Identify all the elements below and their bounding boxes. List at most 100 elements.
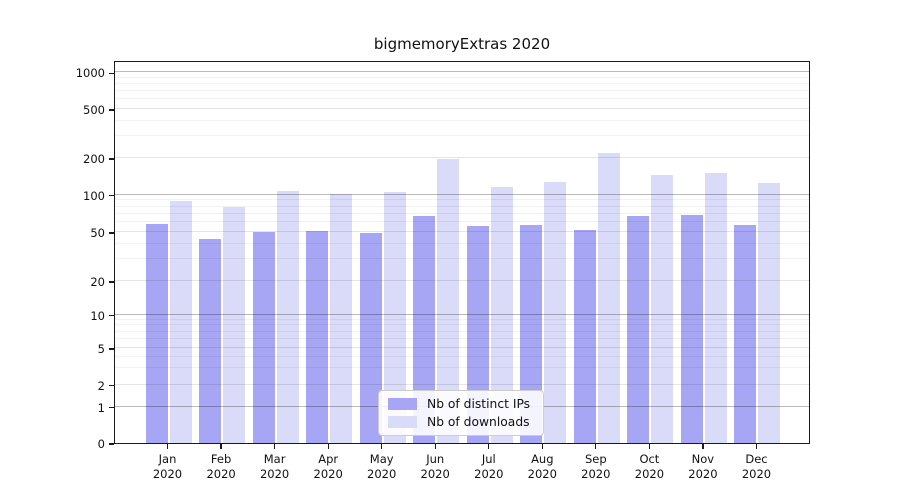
x-tick-mark-sep: [595, 444, 597, 449]
downloads-bar-jul: [490, 186, 513, 443]
gridline-600: [115, 98, 809, 100]
y-tick-mark-500: [109, 109, 114, 111]
gridline-100: [115, 193, 809, 195]
gridline-200: [115, 157, 809, 158]
gridline-400: [115, 119, 809, 121]
gridline-40: [115, 242, 809, 244]
ips-bar-oct: [627, 216, 650, 443]
y-tick-mark-200: [109, 158, 114, 160]
downloads-bar-mar: [276, 190, 299, 443]
ips-bar-jul: [466, 225, 489, 443]
y-tick-label-50: 50: [90, 226, 105, 240]
y-tick-label-5: 5: [97, 342, 105, 356]
plot-area: [114, 61, 810, 444]
gridlines-layer: [115, 62, 809, 443]
ips-bar-mar: [252, 232, 275, 443]
ips-bar-dec: [734, 224, 757, 443]
gridline-8: [115, 324, 809, 326]
x-tick-mark-jul: [488, 444, 490, 449]
y-tick-label-10: 10: [90, 308, 105, 323]
y-tick-mark-20: [109, 281, 114, 283]
x-tick-mark-nov: [702, 444, 704, 449]
x-tick-label-mar: Mar 2020: [259, 452, 290, 481]
downloads-bar-oct: [651, 174, 674, 443]
x-tick-label-sep: Sep 2020: [581, 452, 611, 481]
x-tick-label-feb: Feb 2020: [206, 452, 236, 481]
downloads-bar-dec: [758, 183, 781, 443]
downloads-bar-jun: [437, 158, 460, 443]
downloads-bar-jan: [169, 201, 192, 443]
x-tick-mark-mar: [273, 444, 276, 449]
gridline-900: [115, 76, 809, 78]
x-tick-label-apr: Apr 2020: [313, 452, 343, 481]
legend-swatch-ips: [388, 398, 417, 410]
ips-bar-feb: [199, 238, 222, 443]
gridline-1000: [115, 71, 809, 73]
gridline-60: [115, 221, 809, 223]
gridline-50: [115, 231, 809, 232]
x-tick-label-may: May 2020: [367, 452, 397, 481]
y-tick-mark-1000: [109, 72, 114, 74]
gridline-300: [115, 135, 809, 137]
x-tick-mark-jun: [434, 444, 436, 449]
y-tick-label-1000: 1000: [75, 66, 105, 81]
x-tick-label-nov: Nov 2020: [688, 452, 718, 481]
y-tick-mark-50: [109, 232, 114, 234]
x-tick-mark-may: [381, 444, 383, 449]
gridline-80: [115, 205, 809, 207]
ips-bar-nov: [680, 214, 703, 443]
gridline-500: [115, 108, 809, 109]
gridline-9: [115, 318, 809, 320]
x-tick-mark-oct: [648, 444, 651, 449]
gridline-70: [115, 212, 809, 214]
x-tick-label-dec: Dec 2020: [741, 452, 772, 481]
gridline-20: [115, 280, 809, 281]
gridline-800: [115, 83, 809, 85]
y-tick-label-1: 1: [97, 400, 105, 415]
x-tick-mark-jan: [166, 444, 169, 449]
y-tick-mark-2: [109, 384, 114, 387]
y-tick-mark-10: [109, 315, 114, 317]
ips-bar-jan: [145, 224, 168, 443]
legend: Nb of distinct IPs Nb of downloads: [378, 390, 545, 436]
x-tick-label-aug: Aug 2020: [527, 452, 557, 481]
gridline-4: [115, 355, 809, 357]
x-tick-mark-dec: [755, 444, 758, 449]
y-tick-mark-100: [109, 194, 114, 197]
x-tick-label-jul: Jul 2020: [474, 452, 504, 481]
y-tick-mark-1: [109, 407, 114, 409]
downloads-bar-aug: [544, 181, 567, 443]
y-tick-label-200: 200: [83, 152, 105, 166]
gridline-10: [115, 313, 809, 315]
ips-bar-aug: [520, 224, 543, 443]
ips-bar-apr: [306, 230, 329, 443]
x-tick-mark-aug: [541, 444, 543, 449]
gridline-2: [115, 383, 809, 385]
x-tick-label-jan: Jan 2020: [152, 452, 183, 481]
downloads-bar-feb: [223, 206, 246, 443]
bars-layer: [115, 62, 809, 443]
ips-bar-jun: [413, 216, 436, 443]
legend-swatch-downloads: [388, 416, 417, 428]
legend-item-distinct-ips: Nb of distinct IPs: [388, 397, 534, 411]
y-tick-mark-0: [109, 443, 114, 445]
downloads-bar-may: [383, 191, 406, 443]
y-tick-label-2: 2: [97, 378, 105, 393]
y-tick-mark-5: [109, 348, 114, 350]
chart-title: bigmemoryExtras 2020: [373, 35, 551, 53]
gridline-30: [115, 258, 809, 260]
y-tick-label-0: 0: [97, 437, 105, 451]
gridline-90: [115, 199, 809, 201]
downloads-bar-sep: [597, 153, 620, 443]
legend-item-downloads: Nb of downloads: [388, 415, 534, 429]
legend-label-downloads: Nb of downloads: [427, 415, 530, 429]
downloads-bar-nov: [704, 173, 727, 443]
legend-label-ips: Nb of distinct IPs: [427, 397, 531, 411]
y-tick-label-20: 20: [90, 275, 105, 289]
ips-bar-may: [359, 233, 382, 443]
x-tick-label-jun: Jun 2020: [420, 452, 450, 481]
x-tick-mark-feb: [220, 444, 222, 449]
gridline-5: [115, 347, 809, 348]
x-tick-label-oct: Oct 2020: [634, 452, 665, 481]
